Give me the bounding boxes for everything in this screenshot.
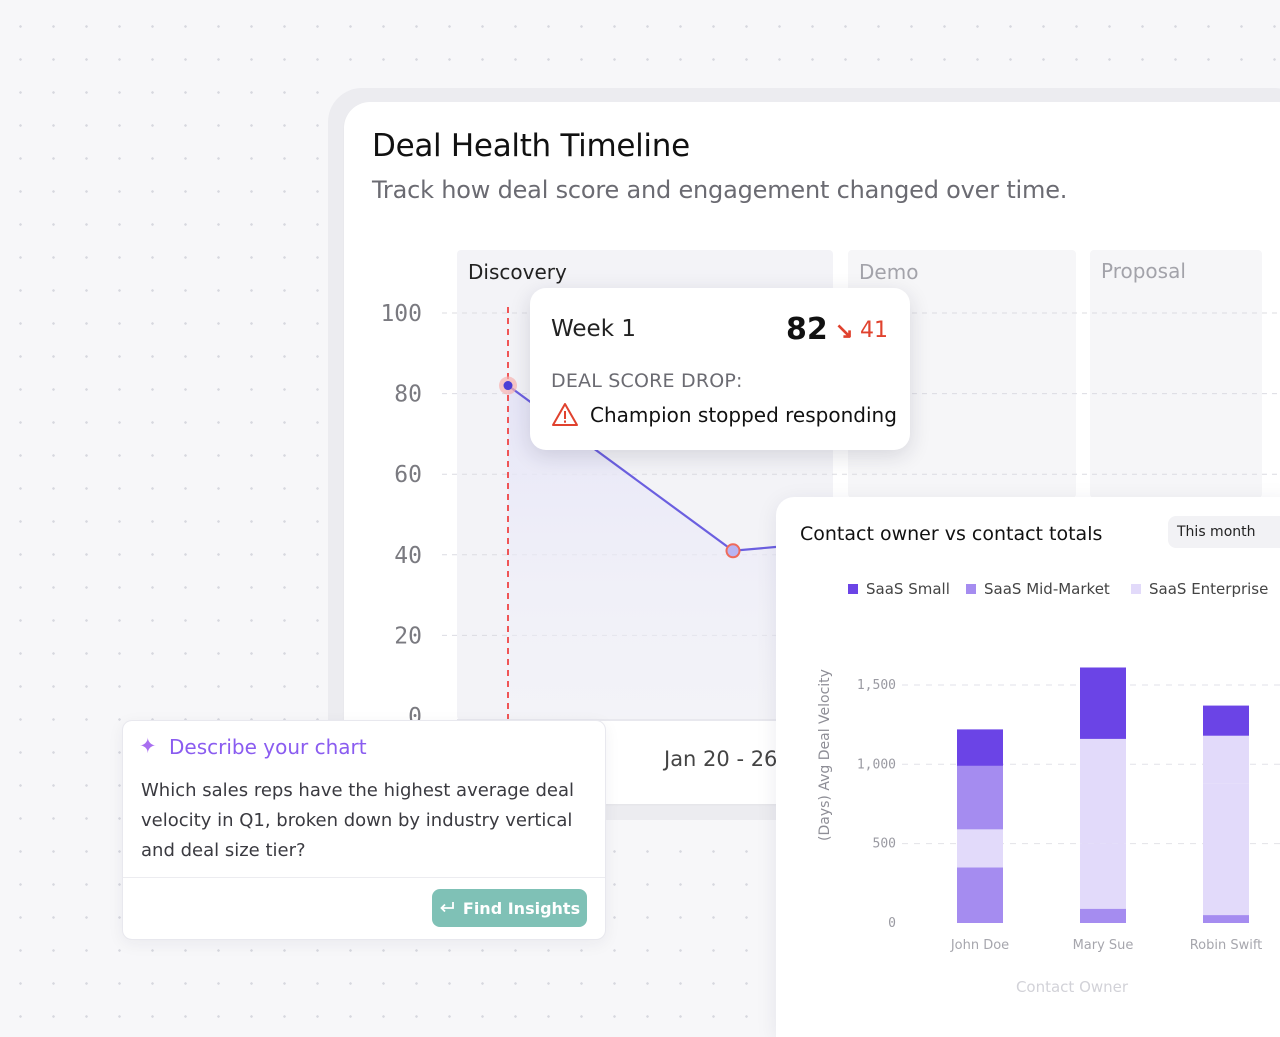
legend-saas-enterprise: SaaS Enterprise [1131,580,1268,598]
x-tick-label: Jan 20 - 26 [662,747,777,771]
stage-label-proposal: Proposal [1101,259,1186,283]
bar-segment [1080,667,1126,739]
page-title: Deal Health Timeline [372,128,690,164]
bar-segment [1080,843,1126,909]
velocity-bar-chart: 1,500 1,000 500 0 John Doe Mary Sue Robin Swif… [817,667,1280,996]
bar-segment [1080,908,1126,923]
side-chart-title: Contact owner vs contact totals [800,523,1103,545]
bar-segment [1203,705,1249,736]
describe-chart-panel: ✦ Describe your chart Which sales reps h… [122,720,606,940]
legend-saas-small: SaaS Small [848,580,950,598]
y-tick-label: 80 [394,382,422,408]
prompt-divider [123,877,605,878]
tooltip-score: 82 [786,312,828,347]
bar-segment [957,867,1003,923]
data-point [725,543,741,559]
warning-icon [552,403,578,426]
legend-swatch [848,584,858,594]
legend-swatch [966,584,976,594]
category-label: Robin Swift [1190,938,1263,953]
side-y-tick: 1,000 [857,757,896,772]
bar-segment [1203,783,1249,916]
data-point [503,381,513,391]
y-tick-label: 40 [394,543,422,569]
bar-segment [1203,735,1249,784]
tooltip-delta: 41 [860,318,888,343]
bar-segment [957,729,1003,766]
find-insights-button[interactable]: Find Insights [432,889,587,927]
enter-icon [440,902,454,913]
period-select[interactable]: This month [1168,516,1280,548]
prompt-title: Describe your chart [169,735,367,759]
side-y-tick: 1,500 [857,678,896,693]
tooltip-week: Week 1 [551,316,636,342]
contact-owner-panel: Contact owner vs contact totals This mon… [776,497,1280,1037]
y-tick-label: 60 [394,462,422,488]
side-y-axis-title: (Days) Avg Deal Velocity [817,669,833,841]
stage-label-demo: Demo [859,260,918,284]
side-x-axis-title: Contact Owner [1016,978,1129,996]
legend-saas-mid-market: SaaS Mid-Market [966,580,1110,598]
bar-segment [957,765,1003,830]
stage-label-discovery: Discovery [468,260,567,284]
category-label: John Doe [950,938,1009,953]
y-tick-label: 20 [394,623,422,649]
bar-segment [1080,738,1126,844]
page-subtitle: Track how deal score and engagement chan… [372,176,1068,204]
bar-segment [957,829,1003,868]
tooltip-label: DEAL SCORE DROP: [551,370,743,392]
category-label: Mary Sue [1073,938,1134,953]
side-y-tick: 500 [873,837,896,852]
stage-band-proposal [1090,250,1262,498]
week-tooltip: Week 1 82 ↘ 41 DEAL SCORE DROP: Champion… [530,288,910,450]
find-insights-label: Find Insights [462,898,581,918]
legend-swatch [1131,584,1141,594]
y-tick-label: 100 [380,301,422,327]
sparkle-icon: ✦ [139,735,157,758]
tooltip-reason: Champion stopped responding [590,403,897,427]
prompt-text[interactable]: Which sales reps have the highest averag… [141,780,574,861]
trend-down-icon: ↘ [835,318,854,343]
side-y-tick: 0 [888,916,896,931]
area-fill [508,385,778,716]
bar-segment [1203,915,1249,923]
